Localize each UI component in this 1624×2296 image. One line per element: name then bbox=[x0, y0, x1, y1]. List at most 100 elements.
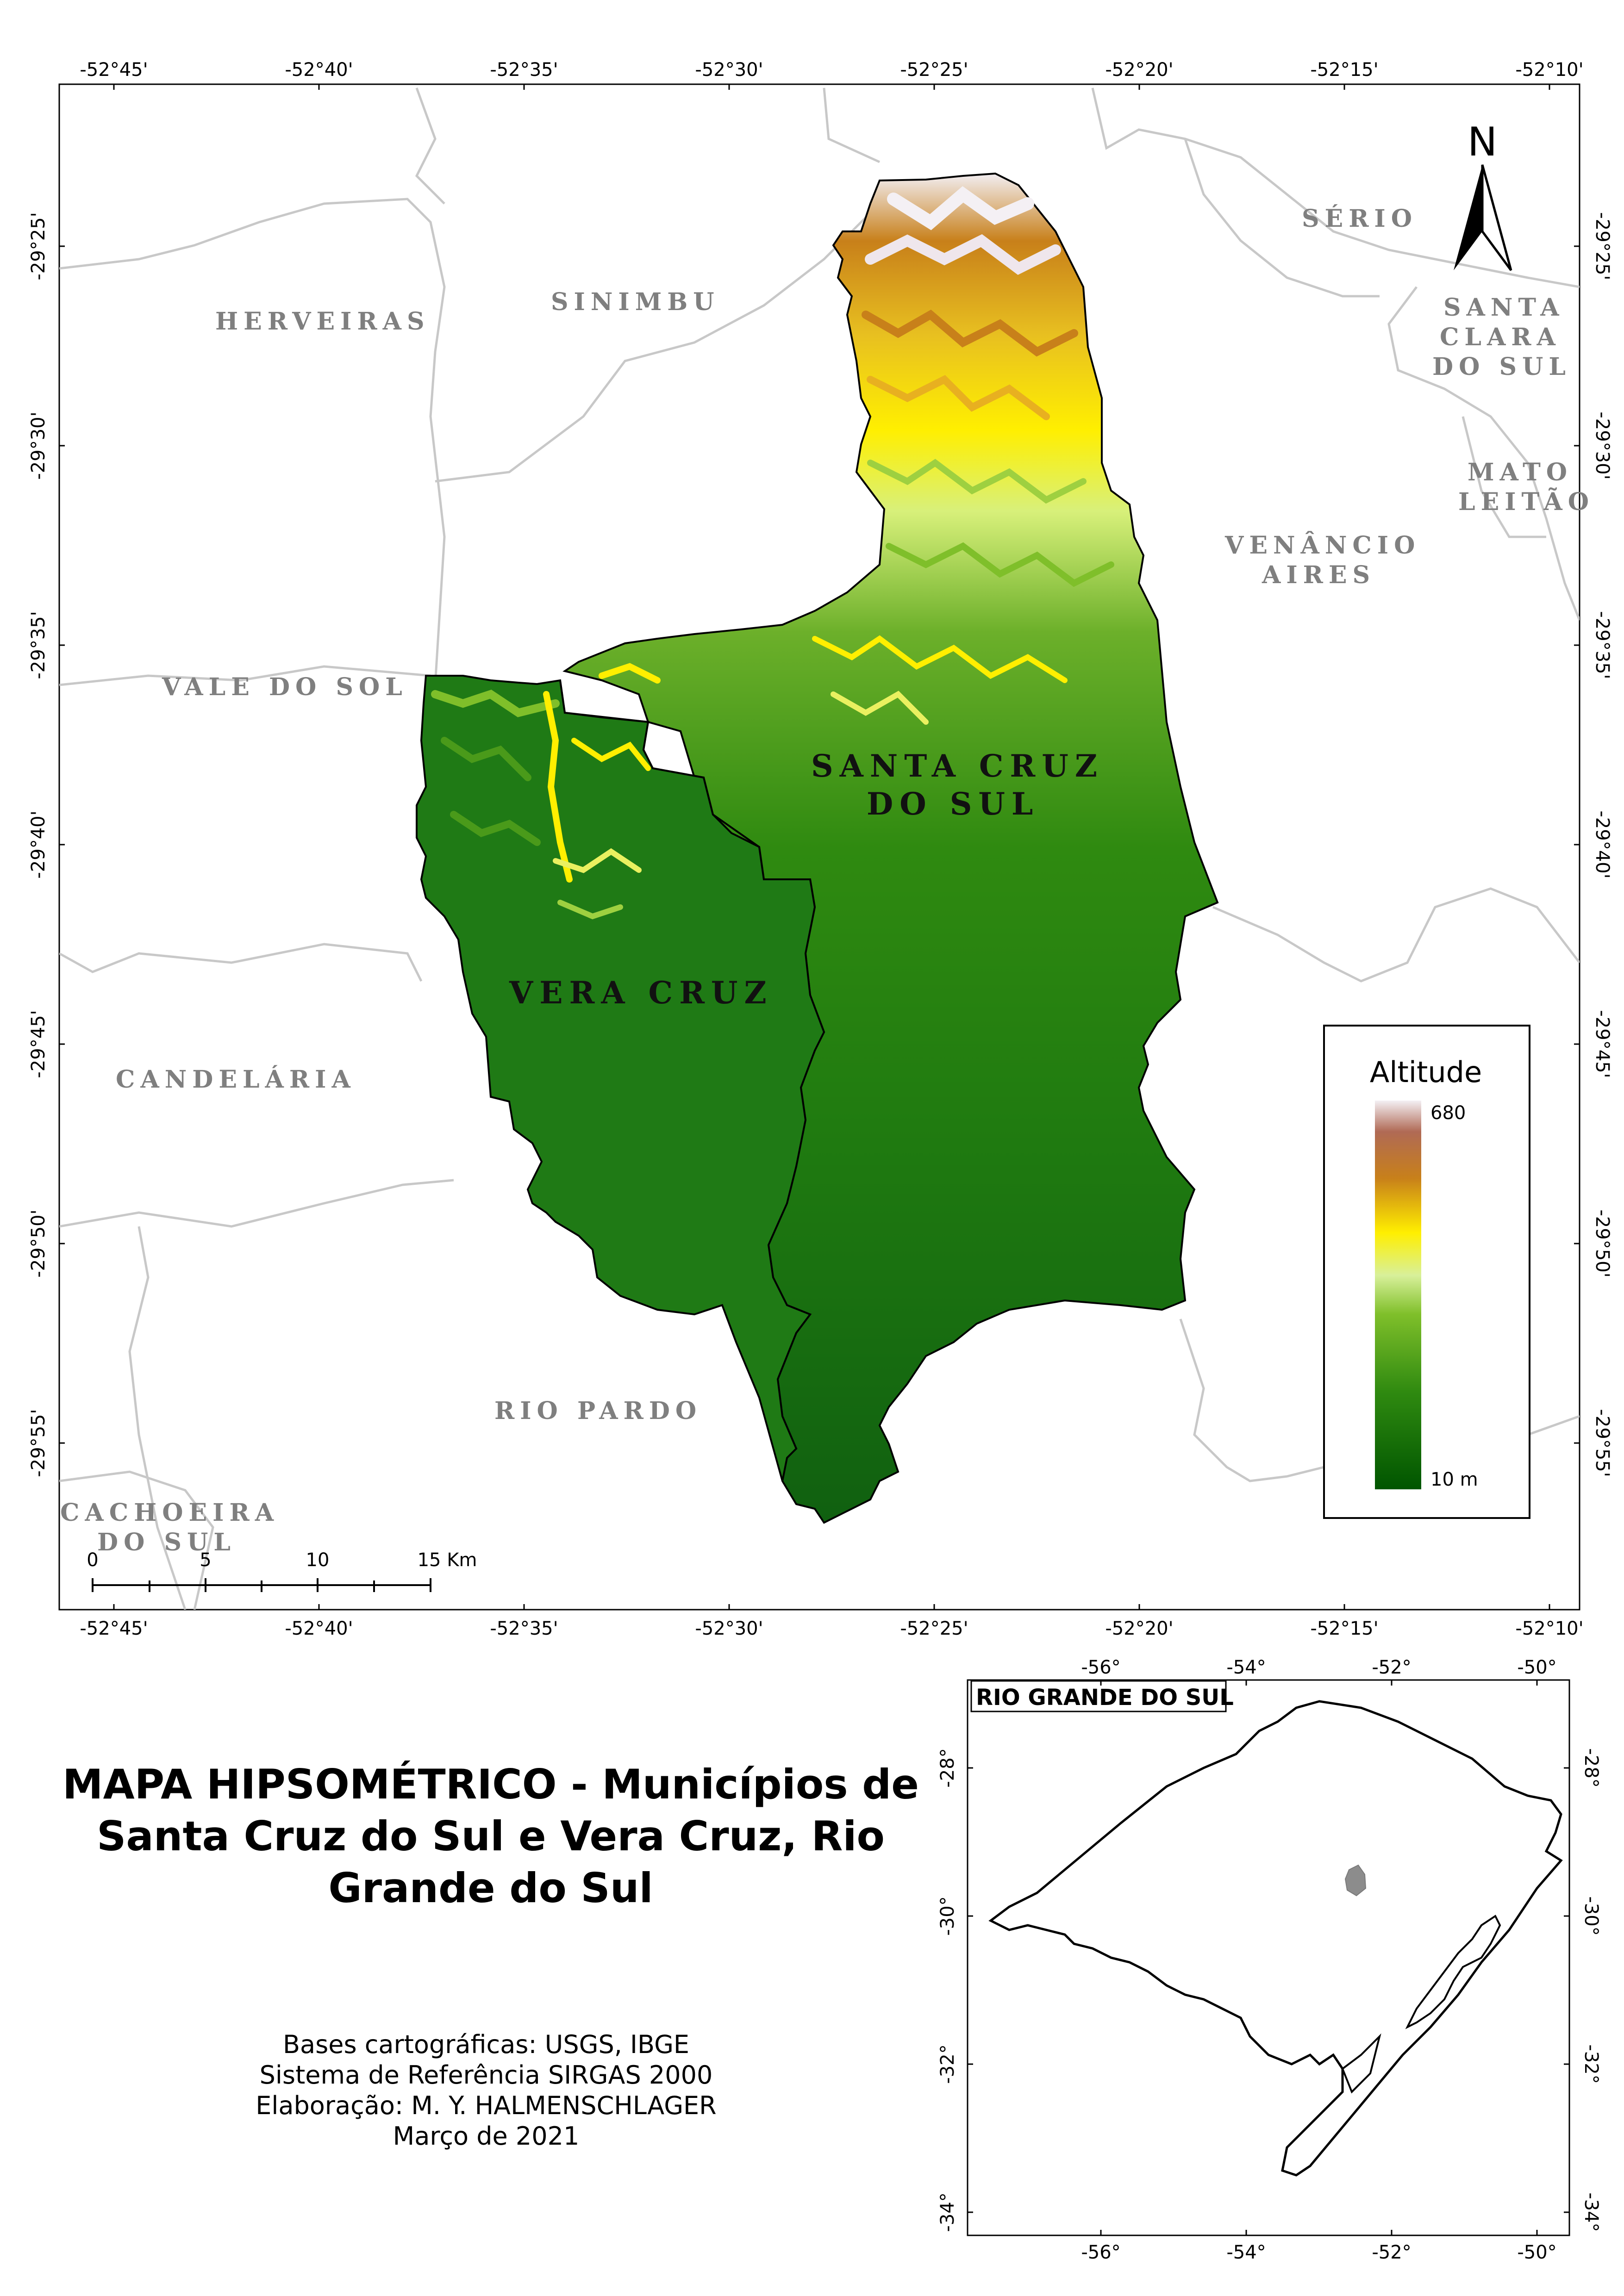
inset-graticule: -56° -56° -54° -54° -52° -52° -50° -50° -28° -28°… bbox=[937, 1657, 1602, 2263]
label-venancio-1: VENÂNCIO bbox=[1224, 531, 1420, 560]
lat-tick-left-label: -29°55' bbox=[28, 1409, 49, 1477]
inset-lon-bottom-label: -56° bbox=[1081, 2242, 1120, 2263]
study-area-highlight bbox=[1344, 1864, 1367, 1897]
label-santa-cruz-2: DO SUL bbox=[867, 786, 1039, 822]
north-arrow: N bbox=[1454, 119, 1512, 271]
label-vera-cruz: VERA CRUZ bbox=[509, 975, 773, 1011]
neighbor-boundaries bbox=[59, 87, 1580, 1610]
study-area bbox=[416, 172, 1219, 1524]
inset-title-box bbox=[970, 1680, 1227, 1712]
north-arrow-right-icon bbox=[1481, 164, 1512, 271]
inset-lat-right-label: -30° bbox=[1580, 1896, 1602, 1935]
study-area-labels: SANTA CRUZ DO SUL VERA CRUZ bbox=[509, 748, 1104, 1011]
lon-tick-top-label: -52°45' bbox=[80, 59, 148, 81]
label-herveiras: HERVEIRAS bbox=[215, 307, 430, 336]
boundary-candelaria-rio-pardo bbox=[128, 1226, 187, 1610]
legend-box bbox=[1323, 1025, 1530, 1519]
lon-tick-bottom-label: -52°20' bbox=[1105, 1618, 1173, 1639]
inset-map: RIO GRANDE DO SUL -56°-56°-54°-54°-52°-5… bbox=[937, 1657, 1602, 2263]
lat-tick-left-label: -29°50' bbox=[28, 1209, 49, 1277]
lon-tick-bottom-label: -52°25' bbox=[900, 1618, 968, 1639]
boundary-venancio-north bbox=[1184, 138, 1380, 298]
inset-lat-right-label: -32° bbox=[1580, 2044, 1602, 2084]
boundary-north-1 bbox=[415, 87, 445, 205]
boundary-santa-clara bbox=[1387, 286, 1580, 621]
lon-tick-bottom-label: -52°15' bbox=[1310, 1618, 1378, 1639]
lon-tick-top-label: -52°40' bbox=[285, 59, 353, 81]
inset-lon-top-label: -50° bbox=[1517, 1657, 1556, 1678]
vera-cruz-terrain bbox=[431, 690, 651, 920]
boundary-mato-leitao bbox=[1462, 416, 1546, 538]
inset-lon-top-label: -54° bbox=[1226, 1657, 1266, 1678]
boundary-candelaria-south bbox=[59, 1179, 454, 1228]
lon-tick-bottom-label: -52°45' bbox=[80, 1618, 148, 1639]
label-candelaria: CANDELÁRIA bbox=[116, 1065, 356, 1094]
lat-tick-left-label: -29°25' bbox=[28, 212, 49, 280]
rio-grande-do-sul-outline bbox=[988, 1700, 1563, 2177]
map-credits: Bases cartográficas: USGS, IBGE Sistema … bbox=[231, 2029, 741, 2152]
scale-label-15: 15 Km bbox=[418, 1549, 477, 1571]
inset-lon-bottom-label: -52° bbox=[1372, 2242, 1411, 2263]
lon-tick-bottom-label: -52°40' bbox=[285, 1618, 353, 1639]
inset-lat-right-label: -34° bbox=[1580, 2192, 1602, 2232]
boundary-cachoeira bbox=[59, 1470, 214, 1610]
credit-author: Elaboração: M. Y. HALMENSCHLAGER bbox=[256, 2091, 717, 2120]
lat-tick-left-label: -29°40' bbox=[28, 810, 49, 878]
lat-tick-right-label: -29°35' bbox=[1592, 611, 1613, 679]
label-serio: SÉRIO bbox=[1302, 204, 1418, 233]
label-santa-cruz-1: SANTA CRUZ bbox=[811, 748, 1104, 784]
boundary-vale-do-sol-north bbox=[59, 665, 431, 686]
title-line-2: Santa Cruz do Sul e Vera Cruz, Rio bbox=[97, 1812, 885, 1860]
lon-tick-top-label: -52°35' bbox=[490, 59, 558, 81]
credit-date: Março de 2021 bbox=[393, 2122, 580, 2151]
inset-lon-bottom-label: -50° bbox=[1517, 2242, 1556, 2263]
inset-lat-left-label: -34° bbox=[937, 2192, 958, 2232]
inset-lat-left-label: -32° bbox=[937, 2044, 958, 2084]
inset-lat-left-label: -28° bbox=[937, 1748, 958, 1787]
boundary-vale-candelaria bbox=[59, 943, 423, 982]
neighbor-labels: HERVEIRAS SINIMBU SÉRIO SANTA CLARA DO S… bbox=[60, 204, 1594, 1556]
inset-lon-top-label: -52° bbox=[1372, 1657, 1411, 1678]
lon-tick-top-label: -52°25' bbox=[900, 59, 968, 81]
inset-lon-bottom-label: -54° bbox=[1226, 2242, 1266, 2263]
lon-tick-top-label: -52°30' bbox=[695, 59, 763, 81]
scale-label-0: 0 bbox=[87, 1549, 98, 1571]
internal-boundary bbox=[559, 680, 810, 880]
lat-tick-left-label: -29°35' bbox=[28, 611, 49, 679]
label-cachoeira-1: CACHOEIRA bbox=[60, 1499, 279, 1527]
label-mato-leitao-2: LEITÃO bbox=[1458, 487, 1594, 516]
lon-tick-bottom-label: -52°10' bbox=[1515, 1618, 1583, 1639]
label-venancio-2: AIRES bbox=[1262, 561, 1375, 589]
inset-lat-left-label: -30° bbox=[937, 1896, 958, 1935]
boundary-herveiras bbox=[59, 198, 446, 685]
north-arrow-left-icon bbox=[1454, 165, 1482, 270]
scale-bar: 0 5 10 15 Km bbox=[87, 1549, 477, 1592]
legend-title: Altitude bbox=[1370, 1055, 1482, 1089]
inset-title: RIO GRANDE DO SUL bbox=[976, 1685, 1234, 1711]
lat-tick-right-label: -29°50' bbox=[1592, 1209, 1613, 1277]
label-rio-pardo: RIO PARDO bbox=[494, 1397, 702, 1425]
lat-tick-right-label: -29°40' bbox=[1592, 810, 1613, 878]
legend-ramp bbox=[1375, 1101, 1421, 1489]
legend-min: 10 m bbox=[1430, 1469, 1478, 1490]
credit-reference-system: Sistema de Referência SIRGAS 2000 bbox=[259, 2060, 713, 2090]
label-santa-clara-3: DO SUL bbox=[1432, 353, 1571, 381]
legend-max: 680 bbox=[1430, 1102, 1466, 1124]
title-line-1: MAPA HIPSOMÉTRICO - Municípios de bbox=[62, 1761, 919, 1808]
lat-tick-right-label: -29°25' bbox=[1592, 212, 1613, 280]
graticule: -52°45' -52°45' -52°40' -52°40' -52°35' -52°3… bbox=[28, 59, 1613, 1639]
lat-tick-right-label: -29°55' bbox=[1592, 1409, 1613, 1477]
scale-label-10: 10 bbox=[306, 1549, 330, 1571]
inset-lat-right-label: -28° bbox=[1580, 1748, 1602, 1787]
label-santa-clara-1: SANTA bbox=[1443, 293, 1565, 322]
label-vale-do-sol: VALE DO SOL bbox=[162, 673, 408, 701]
lat-tick-left-label: -29°30' bbox=[28, 411, 49, 479]
inset-lon-top-label: -56° bbox=[1081, 1657, 1120, 1678]
boundary-north-2 bbox=[823, 87, 881, 163]
lon-tick-top-label: -52°10' bbox=[1515, 59, 1583, 81]
boundary-venancio-south bbox=[1212, 887, 1580, 983]
label-mato-leitao-1: MATO bbox=[1468, 458, 1573, 486]
boundary-serio bbox=[1091, 87, 1580, 288]
terrain-detail bbox=[599, 186, 1114, 725]
